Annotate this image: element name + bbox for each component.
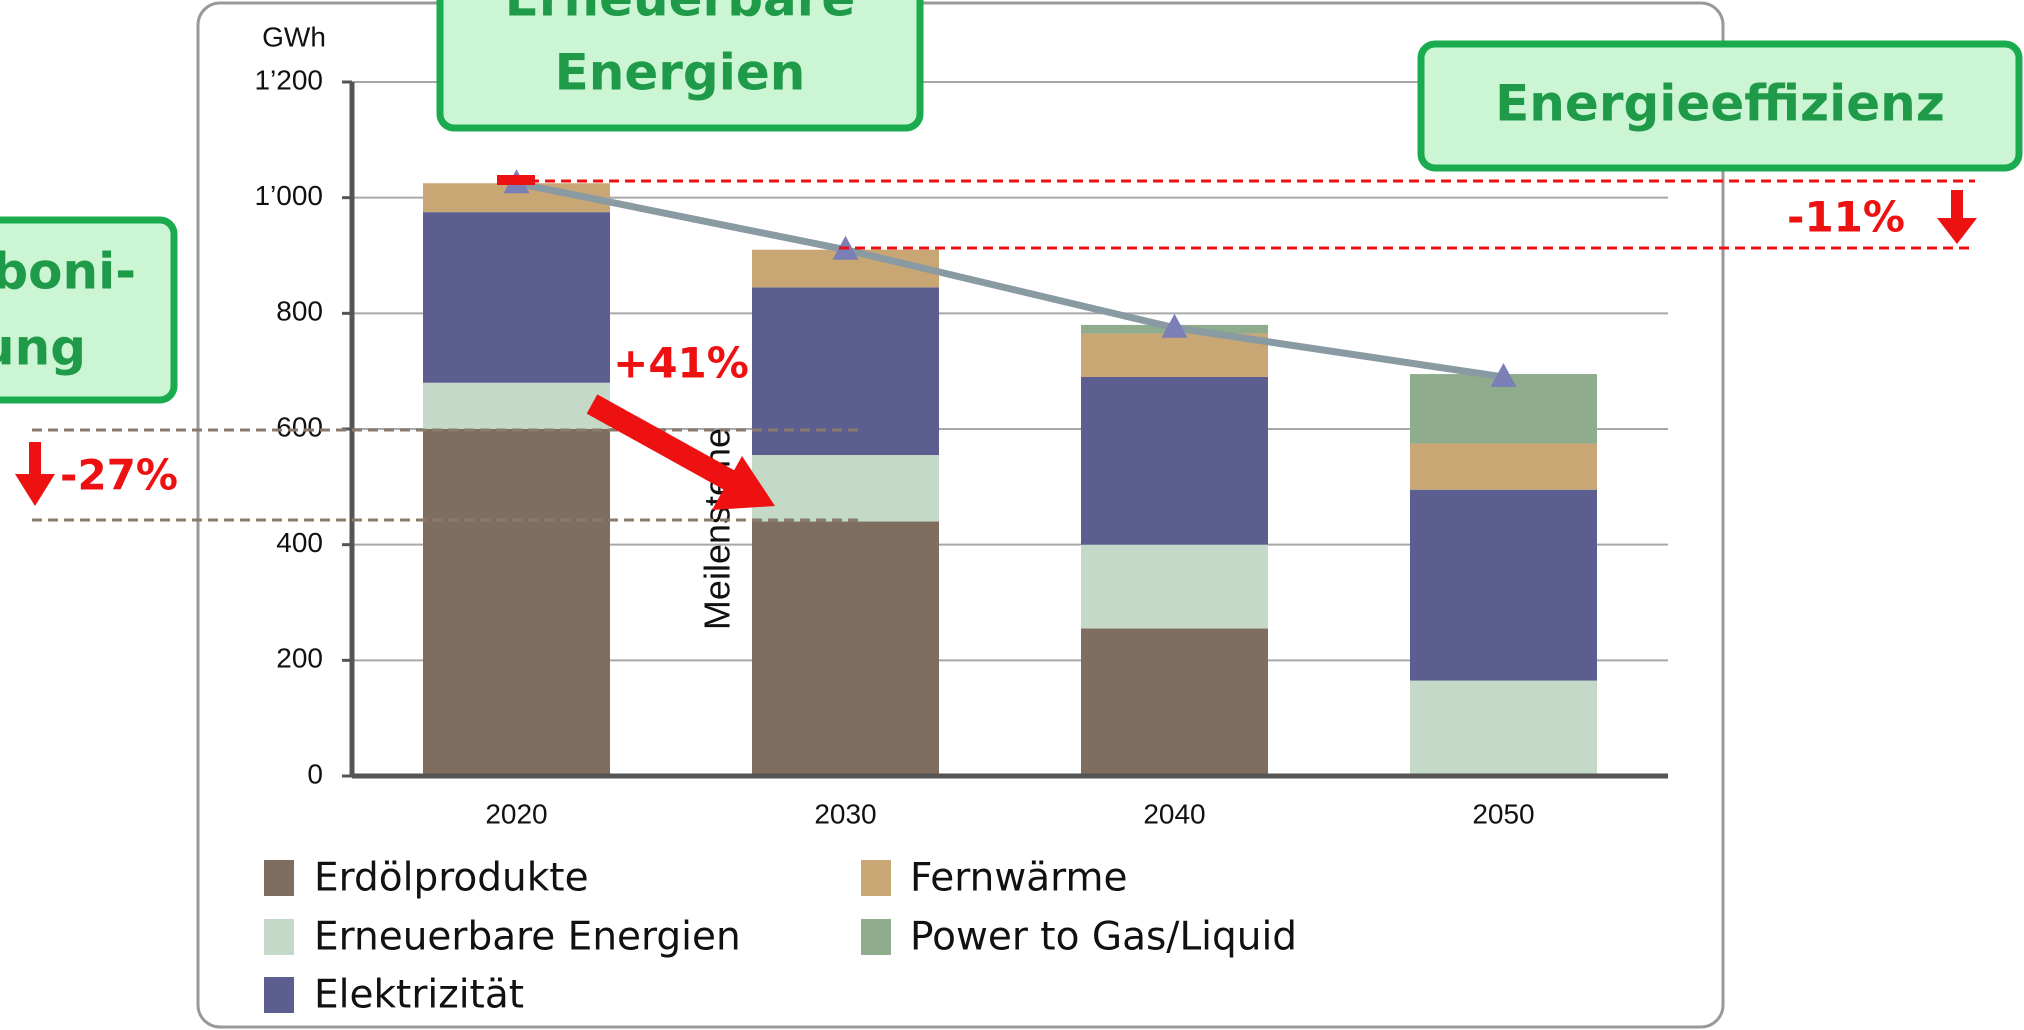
annotation-label: +41%	[613, 339, 749, 388]
x-tick-label: 2030	[814, 798, 876, 829]
arrow	[1937, 190, 1977, 244]
y-tick-label: 600	[276, 411, 323, 442]
bar-segment	[423, 429, 610, 776]
bar-segment	[1410, 443, 1597, 490]
legend-swatch	[861, 860, 891, 896]
annotation-box-text: Dekarboni-	[0, 243, 136, 301]
y-tick-label: 1’200	[254, 64, 323, 95]
arrow	[586, 394, 775, 510]
legend-swatch	[264, 860, 294, 896]
legend-swatch	[861, 919, 891, 955]
annotation-label: -27%	[60, 451, 178, 500]
bar-segment	[1081, 544, 1268, 629]
bar-segment	[1081, 628, 1268, 776]
bar-segment	[423, 212, 610, 383]
legend-label: Fernwärme	[910, 856, 1128, 901]
bar-segment	[752, 455, 939, 522]
annotation-box	[436, 0, 924, 132]
x-tick-label: 2040	[1143, 798, 1205, 829]
annotation-box-text: Erneuerbare	[505, 0, 856, 28]
x-tick-label: 2050	[1472, 798, 1534, 829]
y-tick-label: 400	[276, 527, 323, 558]
line-marker	[1490, 362, 1517, 387]
y-tick-label: 0	[307, 758, 323, 789]
annotation-box	[1417, 40, 2023, 172]
y-axis-label: GWh	[262, 21, 326, 52]
annotation-label: -11%	[1787, 193, 1905, 242]
line-marker	[1161, 313, 1188, 338]
x-tick-label: 2020	[485, 798, 547, 829]
bar-segment	[1410, 680, 1597, 776]
line-series	[515, 179, 1505, 381]
y-tick-label: 200	[276, 643, 323, 674]
bar-segment	[1410, 489, 1597, 681]
annotation-box	[0, 216, 178, 404]
bar-segment	[423, 382, 610, 429]
legend-swatch	[264, 977, 294, 1013]
legend-label: Erneuerbare Energien	[314, 915, 741, 960]
legend-label: Elektrizität	[314, 973, 524, 1018]
y-tick-label: 1’000	[254, 180, 323, 211]
bar-segment	[1081, 376, 1268, 545]
reference-marker	[497, 175, 535, 185]
legend-swatch	[264, 919, 294, 955]
y-tick-label: 800	[276, 296, 323, 327]
bar-segment	[752, 521, 939, 776]
legend-label: Erdölprodukte	[314, 856, 589, 901]
arrow	[15, 442, 55, 506]
annotation-box-text: Energien	[555, 44, 806, 102]
bar-segment	[752, 287, 939, 456]
bar-segment	[1081, 333, 1268, 377]
annotation-box-text: sierung	[0, 319, 86, 377]
legend-label: Power to Gas/Liquid	[910, 915, 1297, 960]
annotation-box-text: Energieeffizienz	[1495, 75, 1945, 133]
plot-area: 0 200 400 600 800 1’000 1’200 GWh 2020 2030 2040 20…	[254, 21, 1668, 1018]
